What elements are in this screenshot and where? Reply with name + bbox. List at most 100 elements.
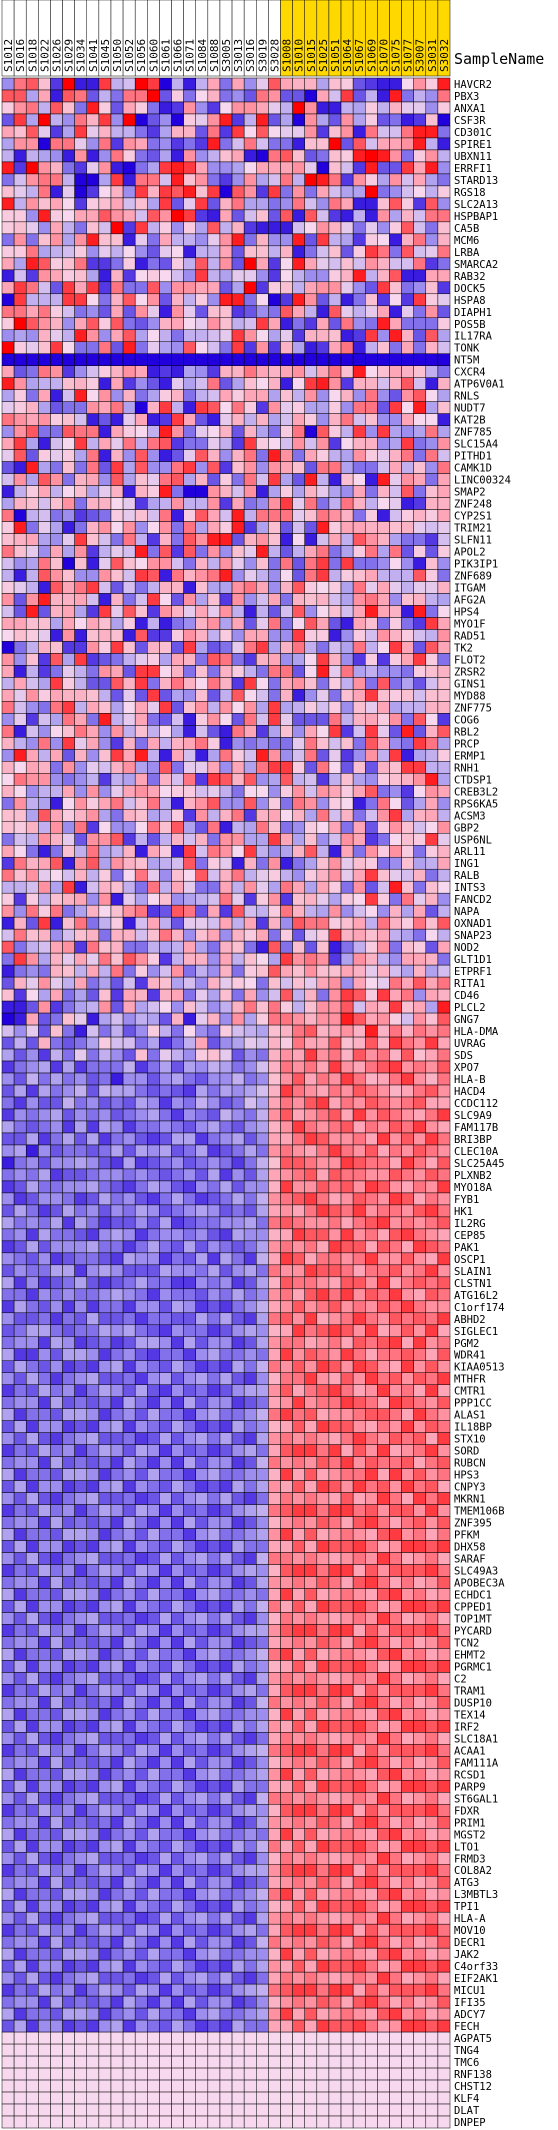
heatmap-cell xyxy=(207,281,221,295)
heatmap-cell xyxy=(25,1348,39,1361)
heatmap-cell xyxy=(292,1192,305,1206)
heatmap-cell xyxy=(74,1360,88,1373)
heatmap-cell xyxy=(122,1192,136,1206)
heatmap-cell xyxy=(231,653,245,666)
heatmap-cell xyxy=(159,269,172,283)
heatmap-cell xyxy=(207,497,221,510)
heatmap-cell xyxy=(86,125,100,139)
heatmap-cell xyxy=(38,1576,51,1589)
heatmap-cell xyxy=(134,976,148,990)
heatmap-cell xyxy=(86,233,100,247)
heatmap-cell xyxy=(74,161,88,175)
heatmap-cell xyxy=(207,1564,221,1577)
heatmap-cell xyxy=(62,461,75,474)
heatmap-cell xyxy=(62,545,75,558)
heatmap-cell xyxy=(171,269,184,283)
heatmap-cell xyxy=(110,916,124,930)
heatmap-cell xyxy=(38,521,51,534)
heatmap-cell xyxy=(74,533,88,546)
heatmap-cell xyxy=(13,1108,27,1122)
heatmap-cell xyxy=(98,904,112,918)
heatmap-cell xyxy=(425,221,439,235)
heatmap-cell xyxy=(13,1540,27,1553)
heatmap-cell xyxy=(159,605,172,618)
heatmap-cell xyxy=(340,1036,354,1050)
heatmap-cell xyxy=(13,821,27,834)
heatmap-cell xyxy=(134,797,148,810)
heatmap-cell xyxy=(13,1192,27,1206)
heatmap-cell xyxy=(389,1012,402,1026)
heatmap-cell xyxy=(25,689,39,702)
heatmap-cell xyxy=(86,833,100,846)
heatmap-cell xyxy=(13,725,27,738)
heatmap-cell xyxy=(304,377,318,390)
heatmap-cell xyxy=(304,581,318,594)
heatmap-cell xyxy=(243,221,257,235)
heatmap-cell xyxy=(280,1552,293,1565)
heatmap-cell xyxy=(195,1576,209,1589)
heatmap-cell xyxy=(122,1024,136,1038)
heatmap-cell xyxy=(207,1504,221,1517)
heatmap-cell xyxy=(364,1072,378,1086)
heatmap-cell xyxy=(183,1660,196,1673)
heatmap-cell xyxy=(401,1048,414,1062)
heatmap-cell xyxy=(401,1660,414,1673)
heatmap-cell xyxy=(316,892,330,906)
heatmap-cell xyxy=(38,1348,51,1361)
heatmap-cell xyxy=(183,569,196,582)
heatmap-cell xyxy=(134,461,148,474)
heatmap-cell xyxy=(86,641,100,654)
heatmap-cell xyxy=(183,221,196,235)
heatmap-cell xyxy=(231,1156,245,1170)
heatmap-cell xyxy=(243,1636,257,1649)
heatmap-cell xyxy=(425,1108,439,1122)
heatmap-cell xyxy=(50,1348,63,1361)
heatmap-cell xyxy=(292,1336,305,1350)
heatmap-cell xyxy=(195,1060,209,1074)
heatmap-cell xyxy=(1,545,15,558)
heatmap-cell xyxy=(13,1300,27,1314)
heatmap-cell xyxy=(62,713,75,726)
heatmap-cell xyxy=(195,353,209,366)
heatmap-cell xyxy=(98,1084,112,1098)
heatmap-cell xyxy=(98,1396,112,1409)
heatmap-cell xyxy=(219,1612,233,1625)
heatmap-cell xyxy=(110,1216,124,1230)
heatmap-cell xyxy=(413,880,427,894)
heatmap-cell xyxy=(25,557,39,570)
heatmap-cell xyxy=(86,101,100,115)
heatmap-cell xyxy=(195,629,209,642)
heatmap-cell xyxy=(256,401,269,414)
heatmap-cell xyxy=(62,497,75,510)
heatmap-cell xyxy=(280,940,293,954)
heatmap-cell xyxy=(389,653,402,666)
heatmap-cell xyxy=(401,928,414,942)
heatmap-cell xyxy=(195,1144,209,1158)
heatmap-cell xyxy=(171,1348,184,1361)
heatmap-cell xyxy=(280,1348,293,1361)
heatmap-cell xyxy=(159,617,172,630)
heatmap-cell xyxy=(159,497,172,510)
heatmap-cell xyxy=(38,101,51,115)
heatmap-cell xyxy=(86,1408,100,1421)
heatmap-cell xyxy=(243,1660,257,1673)
heatmap-cell xyxy=(98,437,112,450)
heatmap-cell xyxy=(231,1612,245,1625)
heatmap-cell xyxy=(413,1252,427,1266)
heatmap-cell xyxy=(183,149,196,163)
heatmap-cell xyxy=(256,964,269,978)
heatmap-cell xyxy=(243,1456,257,1469)
heatmap-cell xyxy=(122,1504,136,1517)
heatmap-cell xyxy=(147,940,160,954)
heatmap-cell xyxy=(401,821,414,834)
heatmap-cell xyxy=(207,77,221,91)
heatmap-cell xyxy=(364,737,378,750)
heatmap-cell xyxy=(183,809,196,822)
heatmap-cell xyxy=(38,1060,51,1074)
heatmap-cell xyxy=(364,557,378,570)
heatmap-cell xyxy=(316,413,330,426)
heatmap-cell xyxy=(110,185,124,199)
heatmap-cell xyxy=(25,89,39,103)
heatmap-cell xyxy=(134,641,148,654)
heatmap-cell xyxy=(74,1300,88,1314)
